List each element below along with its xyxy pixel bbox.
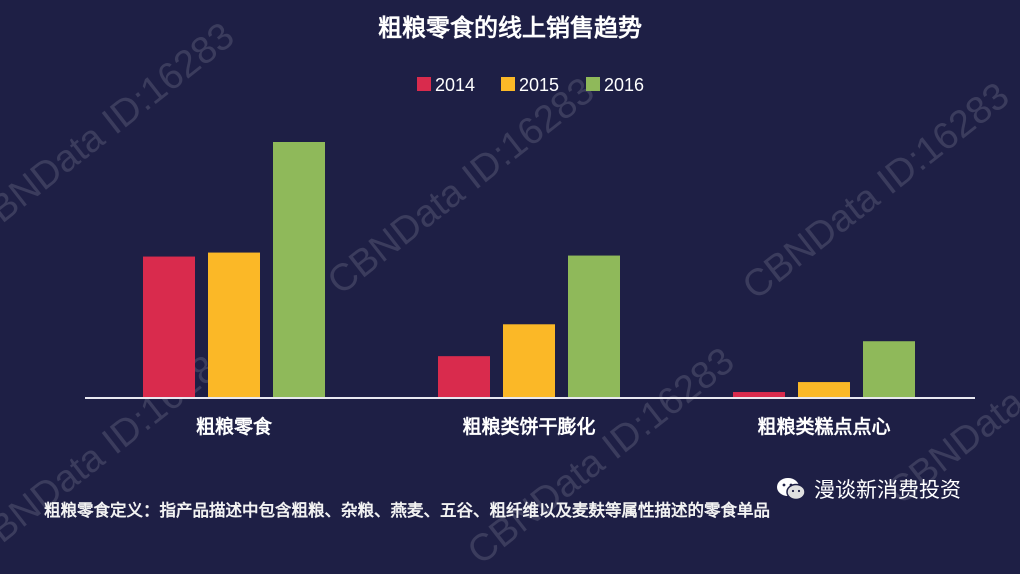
bar-2015-0 (208, 252, 260, 398)
x-tick-label: 粗粮类糕点点心 (757, 415, 890, 438)
wechat-icon (776, 477, 806, 501)
legend: 2014 2015 2016 (417, 75, 644, 95)
brand-name: 漫谈新消费投资 (814, 478, 961, 502)
bar-2014-2 (733, 392, 785, 398)
bar-2014-0 (143, 256, 195, 398)
bar-2016-2 (863, 341, 915, 398)
bar-2015-2 (798, 382, 850, 398)
bar-chart: 粗粮零食的线上销售趋势 2014 2015 2016 粗粮零食 粗粮类饼干膨化 粗粮类糕… (85, 14, 975, 438)
legend-swatch-2015 (501, 77, 515, 91)
x-tick-label: 粗粮类饼干膨化 (462, 415, 595, 438)
bar-2015-1 (503, 324, 555, 398)
legend-label-2014: 2014 (435, 75, 475, 95)
x-tick-label: 粗粮零食 (196, 415, 273, 438)
brand-watermark: 漫谈新消费投资 (776, 474, 961, 504)
x-axis-labels: 粗粮零食 粗粮类饼干膨化 粗粮类糕点点心 (196, 415, 891, 438)
bar-2016-0 (273, 142, 325, 398)
bar-2016-1 (568, 255, 620, 398)
footnote: 粗粮零食定义：指产品描述中包含粗粮、杂粮、燕麦、五谷、粗纤维以及麦麸等属性描述的… (44, 501, 770, 520)
legend-swatch-2016 (586, 77, 600, 91)
legend-swatch-2014 (417, 77, 431, 91)
legend-label-2016: 2016 (604, 75, 644, 95)
legend-label-2015: 2015 (519, 75, 559, 95)
bars-group (143, 142, 915, 398)
bar-2014-1 (438, 356, 490, 398)
chart-title: 粗粮零食的线上销售趋势 (378, 14, 642, 42)
